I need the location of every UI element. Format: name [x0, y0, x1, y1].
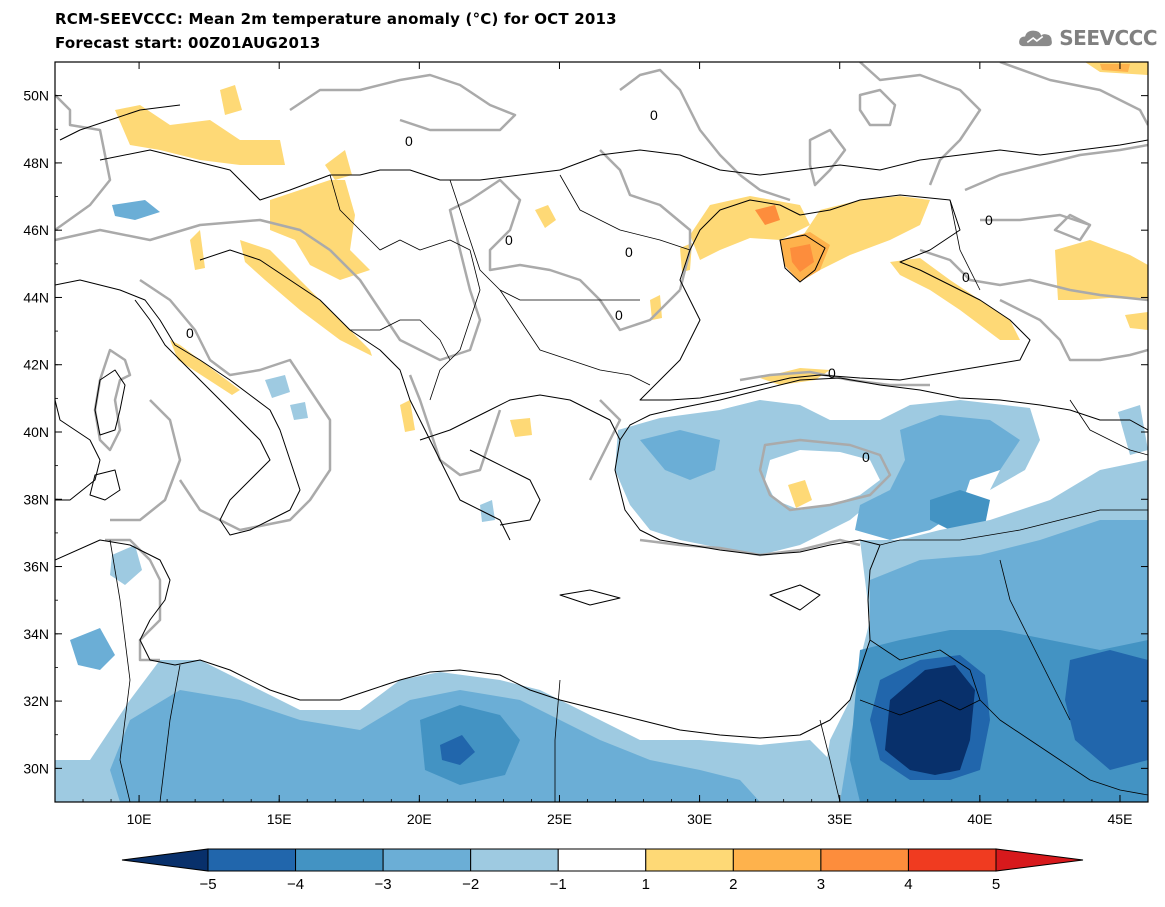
contour-label: 0 — [186, 325, 194, 341]
lat-tick-label: 44N — [23, 289, 49, 305]
coastlines — [55, 104, 1148, 739]
colorbar-bin — [382, 848, 472, 872]
cloud-icon — [1019, 30, 1052, 47]
anomaly-region-russia-ne-core — [1100, 64, 1130, 72]
anomaly-region-tunisia — [70, 628, 115, 670]
lat-tick-label: 36N — [23, 559, 49, 575]
colorbar-label: −3 — [375, 876, 392, 893]
contour-labels: 0 0 0 0 0 0 0 0 0 0 — [186, 107, 993, 465]
lon-tick-label: 35E — [827, 811, 852, 827]
colorbar-label: 1 — [642, 876, 650, 893]
colorbar-bin — [645, 848, 734, 872]
anomaly-region-albania — [400, 400, 415, 432]
anomaly-region-anatolia-west — [640, 430, 720, 480]
anomaly-region-dobrogea — [650, 295, 662, 320]
lon-tick-label: 40E — [967, 811, 992, 827]
anomaly-region-anatolia-ne-core — [930, 490, 990, 530]
colorbar-label: −4 — [287, 876, 304, 893]
colorbar-bin — [907, 848, 997, 872]
colorbar-label: 3 — [817, 876, 825, 893]
anomaly-region-alps — [112, 200, 160, 220]
lat-tick-label: 48N — [23, 155, 49, 171]
anomaly-region-russia-se — [1125, 312, 1148, 330]
contour-label: 0 — [615, 307, 623, 323]
anomaly-region-adriatic-italy — [170, 340, 240, 395]
colorbar-bin — [732, 848, 822, 872]
colorbar-bin — [470, 848, 559, 872]
colorbar-label: 5 — [992, 876, 1000, 893]
anomaly-region-iraq-core — [885, 665, 975, 775]
colorbar-bin — [557, 848, 647, 872]
contour-label: 0 — [828, 365, 836, 381]
contour-label: 0 — [625, 244, 633, 260]
lon-tick-label: 45E — [1108, 811, 1133, 827]
anomaly-region-central-europe — [115, 105, 285, 165]
map-field: 0 0 0 0 0 0 0 0 0 0 — [55, 62, 1148, 802]
logo-text: SEEVCCC — [1059, 26, 1157, 50]
anomaly-region-hungary — [270, 180, 370, 280]
anomaly-region-italy — [265, 375, 290, 398]
anomaly-region-caucasus — [1118, 405, 1148, 455]
contour-label: 0 — [405, 133, 413, 149]
anomaly-region-black-sea-nw — [690, 196, 810, 260]
colorbar-label: −2 — [462, 876, 479, 893]
colorbar-bin — [207, 848, 297, 872]
contour-label: 0 — [985, 212, 993, 228]
anomaly-region-anatolia-ne — [855, 415, 1020, 540]
lon-tick-label: 10E — [127, 811, 152, 827]
colorbar: −5 −4 −3 −2 −1 1 2 3 4 5 — [121, 848, 1084, 893]
contour-label: 0 — [862, 449, 870, 465]
anomaly-region-azov — [755, 205, 780, 225]
colorbar-label: 4 — [904, 876, 912, 893]
lat-tick-label: 32N — [23, 693, 49, 709]
anomaly-region-aegean — [510, 418, 532, 437]
anomaly-region-crimea-core — [790, 244, 814, 272]
lon-tick-label: 25E — [547, 811, 572, 827]
anomaly-region-black-sea-n — [790, 196, 930, 280]
anomaly-region-caucasus-coast — [890, 258, 1020, 340]
anomaly-region-iran-neg4 — [1065, 650, 1148, 770]
colorbar-bin — [820, 848, 909, 872]
lat-tick-label: 46N — [23, 222, 49, 238]
anomaly-region-turkey-inland — [788, 480, 812, 508]
lat-tick-label: 40N — [23, 424, 49, 440]
anomaly-region-italy-south — [290, 402, 308, 420]
forecast-start-label: Forecast start: 00Z01AUG2013 — [55, 34, 321, 52]
axes: 10E 15E 20E 25E 30E 35E 40E 45E 50N 48N 46N 44N 42N 4… — [23, 61, 1149, 827]
anomaly-region-algeria — [110, 545, 142, 585]
anomaly-region-anatolia-nw — [720, 400, 790, 435]
lon-tick-label: 20E — [407, 811, 432, 827]
anomaly-region-ukraine — [535, 205, 556, 228]
colorbar-label: −5 — [199, 876, 216, 893]
contour-label: 0 — [962, 269, 970, 285]
lon-tick-label: 15E — [267, 811, 292, 827]
contour-label: 0 — [505, 232, 513, 248]
anomaly-region-austria — [325, 150, 352, 180]
anomaly-region-libya-neg4 — [420, 705, 520, 785]
lat-tick-label: 50N — [23, 88, 49, 104]
anomaly-region-greece — [480, 500, 495, 522]
lat-tick-label: 38N — [23, 491, 49, 507]
anomaly-region-germany — [220, 85, 242, 115]
lat-tick-label: 42N — [23, 357, 49, 373]
contour-label: 0 — [650, 107, 658, 123]
colorbar-label: −1 — [550, 876, 567, 893]
lat-tick-label: 30N — [23, 760, 49, 776]
lat-tick-label: 34N — [23, 626, 49, 642]
colorbar-bin — [295, 848, 384, 872]
seevccc-logo: SEEVCCC — [1017, 22, 1157, 54]
lon-tick-label: 30E — [687, 811, 712, 827]
anomaly-region-russia — [1055, 240, 1148, 300]
colorbar-label: 2 — [729, 876, 737, 893]
political-borders — [109, 174, 1148, 802]
colorbar-under-arrow — [121, 848, 209, 872]
anomaly-region-libya-core — [440, 735, 475, 765]
map-title: RCM-SEEVCCC: Mean 2m temperature anomaly… — [55, 10, 617, 28]
colorbar-over-arrow — [995, 848, 1084, 872]
